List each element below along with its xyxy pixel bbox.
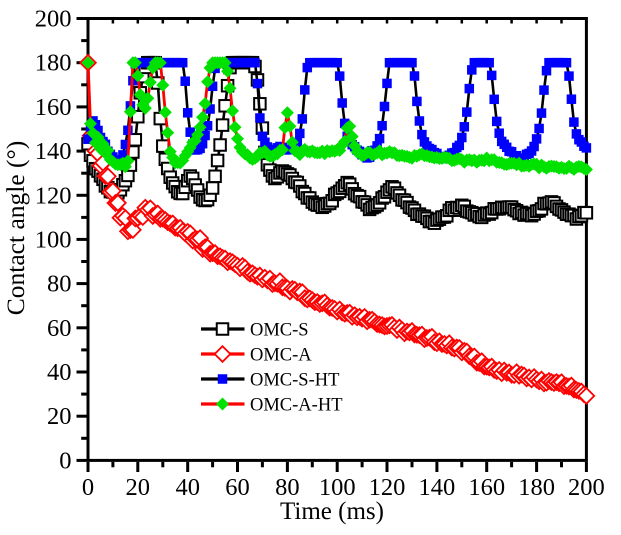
- svg-text:200: 200: [568, 474, 605, 501]
- svg-text:Time (ms): Time (ms): [280, 498, 384, 525]
- svg-text:100: 100: [319, 474, 356, 501]
- svg-text:OMC-S-HT: OMC-S-HT: [250, 371, 339, 391]
- svg-text:60: 60: [225, 474, 250, 501]
- svg-text:OMC-S: OMC-S: [250, 321, 309, 341]
- svg-text:180: 180: [518, 474, 555, 501]
- svg-text:Contact angle (°): Contact angle (°): [1, 141, 30, 315]
- svg-text:160: 160: [35, 94, 72, 121]
- svg-text:OMC-A: OMC-A: [250, 346, 312, 366]
- svg-text:120: 120: [369, 474, 406, 501]
- svg-text:80: 80: [275, 474, 300, 501]
- svg-text:60: 60: [47, 315, 72, 342]
- svg-text:140: 140: [35, 138, 72, 165]
- svg-text:40: 40: [175, 474, 200, 501]
- svg-text:OMC-A-HT: OMC-A-HT: [250, 396, 343, 416]
- svg-text:180: 180: [35, 50, 72, 77]
- svg-text:120: 120: [35, 182, 72, 209]
- svg-text:20: 20: [126, 474, 151, 501]
- svg-text:200: 200: [35, 6, 72, 33]
- svg-text:40: 40: [47, 359, 72, 386]
- svg-text:140: 140: [419, 474, 456, 501]
- svg-text:20: 20: [47, 403, 72, 430]
- svg-text:100: 100: [35, 226, 72, 253]
- svg-text:80: 80: [47, 271, 72, 298]
- svg-text:0: 0: [59, 447, 71, 474]
- svg-text:0: 0: [82, 474, 94, 501]
- svg-text:160: 160: [468, 474, 505, 501]
